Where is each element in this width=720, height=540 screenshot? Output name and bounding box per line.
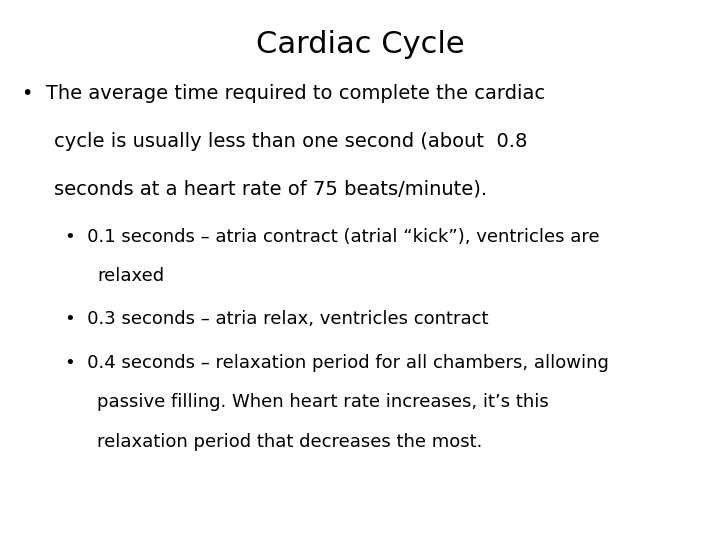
Text: •  0.3 seconds – atria relax, ventricles contract: • 0.3 seconds – atria relax, ventricles … [65,310,488,328]
Text: seconds at a heart rate of 75 beats/minute).: seconds at a heart rate of 75 beats/minu… [54,179,487,198]
Text: •  0.1 seconds – atria contract (atrial “kick”), ventricles are: • 0.1 seconds – atria contract (atrial “… [65,228,600,246]
Text: relaxed: relaxed [97,267,164,285]
Text: •  The average time required to complete the cardiac: • The average time required to complete … [22,84,545,103]
Text: relaxation period that decreases the most.: relaxation period that decreases the mos… [97,433,482,451]
Text: •  0.4 seconds – relaxation period for all chambers, allowing: • 0.4 seconds – relaxation period for al… [65,354,608,372]
Text: Cardiac Cycle: Cardiac Cycle [256,30,464,59]
Text: cycle is usually less than one second (about  0.8: cycle is usually less than one second (a… [54,132,527,151]
Text: passive filling. When heart rate increases, it’s this: passive filling. When heart rate increas… [97,393,549,411]
